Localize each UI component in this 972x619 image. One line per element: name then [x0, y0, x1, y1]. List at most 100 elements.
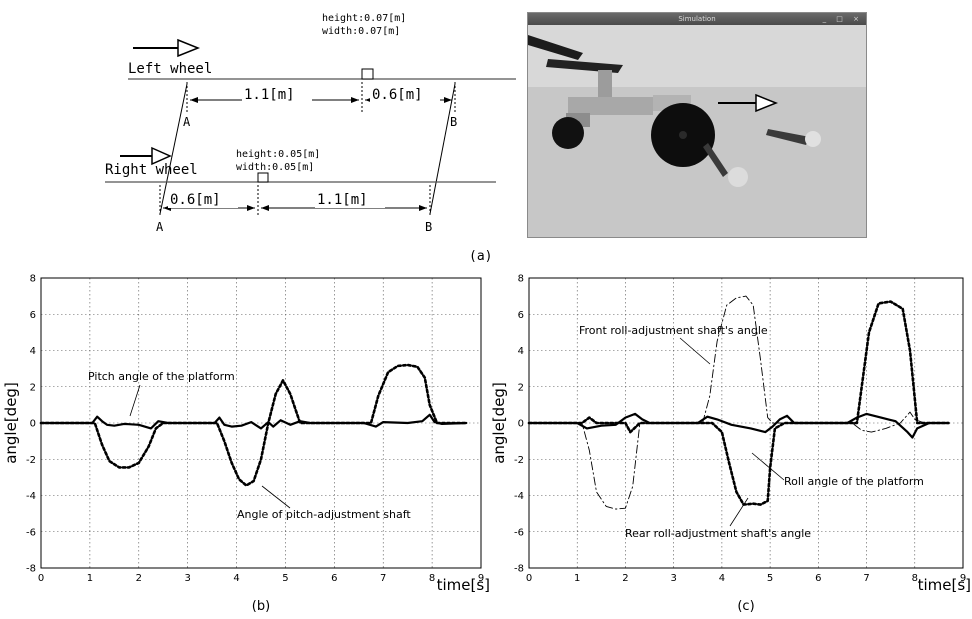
annotation-roll-platform-leader	[751, 452, 785, 481]
sim-direction-arrow-head	[755, 93, 779, 113]
sim-front-wheel-hub	[679, 131, 687, 139]
b-b-connector	[429, 83, 456, 215]
chart-b-series-group	[39, 363, 468, 487]
chart-b-xtick-0: 0	[38, 573, 44, 584]
left-dim-label-bg-2	[370, 86, 440, 103]
chart-b-xtick-6: 6	[331, 573, 337, 584]
chart-b-panel-label: (b)	[252, 599, 270, 614]
chart-c-ytick-0: 0	[518, 419, 524, 430]
chart-c-series-2	[528, 295, 949, 510]
chart-c-xlabel: time[s]	[918, 576, 971, 594]
chart-b-xtick-2: 2	[136, 573, 142, 584]
left-bump-width: width:0.07[m]	[322, 26, 400, 37]
simulation-title: Simulation	[678, 15, 716, 23]
annotation-rear-roll: Rear roll-adjustment shaft's angle	[625, 527, 811, 540]
chart-c-xtick-4: 4	[719, 573, 725, 584]
chart-b-ytick-2: 2	[30, 382, 36, 393]
chart-c-xtick-2: 2	[622, 573, 628, 584]
chart-b: 0 1 2 3 4 5 6 7 8 9 -8 -6 -4 -2 0 2 4 6 8 angle[deg] time[…	[2, 274, 490, 615]
right-dim-label-bg-1	[168, 191, 238, 208]
chart-c-ytick-4: 4	[518, 346, 524, 357]
sim-ball-1	[728, 167, 748, 187]
chart-c-xtick-3: 3	[670, 573, 676, 584]
chart-b-xtick-7: 7	[380, 573, 386, 584]
annotation-front-roll: Front roll-adjustment shaft's angle	[579, 324, 768, 337]
annotation-rear-roll-leader	[729, 497, 749, 527]
annotation-front-roll-leader	[679, 337, 711, 365]
chart-b-ytick-0: 0	[30, 419, 36, 430]
point-a-left: A	[183, 115, 191, 129]
right-bump-height: height:0.05[m]	[236, 149, 320, 160]
simulation-titlebar: Simulation _ □ ×	[528, 13, 866, 25]
chart-c-ytick-8: 8	[518, 274, 524, 285]
left-bump-height: height:0.07[m]	[322, 13, 406, 24]
sim-rear-wheel	[552, 117, 584, 149]
chart-c-xtick-0: 0	[526, 573, 532, 584]
window-controls[interactable]: _ □ ×	[822, 15, 863, 23]
right-bump-width: width:0.05[m]	[236, 162, 314, 173]
chart-b-xtick-1: 1	[87, 573, 93, 584]
chart-b-ytick--8: -8	[26, 564, 36, 575]
panel-a-label-wrap: (a)	[469, 249, 492, 264]
chart-c-ticks: 0 1 2 3 4 5 6 7 8 9 -8 -6 -4 -2 0 2 4 6 8	[514, 274, 966, 585]
chart-b-xlabel: time[s]	[437, 576, 490, 594]
sim-sky	[528, 25, 866, 87]
annotation-pitch-platform: Pitch angle of the platform	[88, 370, 235, 383]
chart-c-ytick--2: -2	[514, 455, 524, 466]
chart-b-series-1	[39, 363, 468, 487]
chart-c-xtick-5: 5	[767, 573, 773, 584]
chart-c-ytick--8: -8	[514, 564, 524, 575]
chart-b-xtick-9: 9	[478, 573, 484, 584]
point-a-right: A	[156, 220, 164, 234]
right-dim-label-bg-2	[315, 191, 385, 208]
sim-body-top	[598, 70, 612, 100]
chart-b-ytick-8: 8	[30, 274, 36, 285]
left-dim-label-2: 0.6[m]	[372, 87, 423, 103]
left-dim-label-bg-1	[242, 86, 312, 103]
left-dim-label-1: 1.1[m]	[244, 87, 295, 103]
sim-platform-dark-2	[546, 59, 623, 73]
chart-c-ytick-6: 6	[518, 310, 524, 321]
sim-body	[568, 97, 653, 115]
simulation-window: Simulation _ □ ×	[527, 12, 867, 238]
chart-c-series-group	[527, 295, 950, 510]
chart-b-ytick-6: 6	[30, 310, 36, 321]
chart-c-series-0	[527, 412, 950, 439]
simulation-scene	[528, 25, 866, 237]
annotation-roll-platform: Roll angle of the platform	[784, 475, 924, 488]
chart-c-ytick--4: -4	[514, 491, 524, 502]
chart-c-series-1	[527, 300, 950, 506]
chart-b-xtick-5: 5	[282, 573, 288, 584]
sim-blade	[766, 129, 810, 145]
chart-b-ytick--6: -6	[26, 527, 36, 538]
annotation-pitch-shaft: Angle of pitch-adjustment shaft	[237, 508, 411, 521]
sim-front-link	[703, 143, 728, 177]
a-a-connector	[159, 83, 188, 215]
left-direction-arrow-head	[177, 38, 201, 58]
left-dim-arrowhead-1a	[190, 97, 198, 103]
chart-b-plot-frame	[40, 277, 482, 569]
left-dim-arrowhead-2b	[444, 97, 452, 103]
bump-diagram: Left wheel height:0.07[m] width:0.07[m] …	[105, 13, 516, 234]
sim-ball-2	[805, 131, 821, 147]
right-wheel-label: Right wheel	[105, 162, 198, 178]
chart-c: 0 1 2 3 4 5 6 7 8 9 -8 -6 -4 -2 0 2 4 6 8 angle[deg] time[…	[490, 274, 971, 615]
chart-c-xtick-6: 6	[815, 573, 821, 584]
chart-b-xtick-3: 3	[184, 573, 190, 584]
sim-platform-dark-1	[528, 35, 583, 60]
point-b-left: B	[450, 115, 457, 129]
left-dim-arrowhead-1b	[351, 97, 359, 103]
chart-c-xtick-1: 1	[574, 573, 580, 584]
left-wheel-label: Left wheel	[128, 61, 212, 77]
annotation-pitch-platform-leader	[129, 384, 141, 417]
chart-c-xtick-9: 9	[960, 573, 966, 584]
chart-b-series-0	[39, 413, 468, 430]
right-dim-label-2: 1.1[m]	[317, 192, 368, 208]
right-dim-arrowhead-2a	[261, 205, 269, 211]
chart-b-ticks: 0 1 2 3 4 5 6 7 8 9 -8 -6 -4 -2 0 2 4 6 8	[26, 274, 484, 585]
right-bump	[257, 172, 269, 183]
chart-c-ytick-2: 2	[518, 382, 524, 393]
chart-c-plot-frame	[528, 277, 964, 569]
right-dim-arrowhead-2b	[419, 205, 427, 211]
left-bump	[361, 68, 374, 80]
